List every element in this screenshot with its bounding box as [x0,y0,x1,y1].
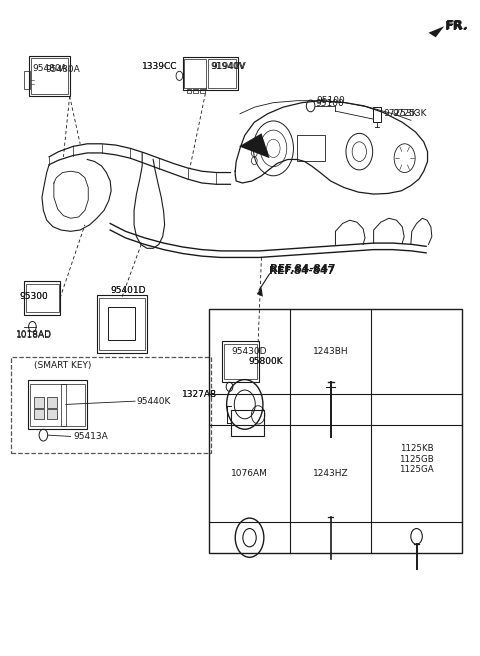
Text: 95800K: 95800K [249,358,283,367]
Bar [34,398,44,407]
Text: 1125KB
1125GB
1125GA: 1125KB 1125GB 1125GA [399,444,434,474]
Text: 95401D: 95401D [110,285,146,295]
Bar [200,89,204,93]
Text: REF.84-847: REF.84-847 [269,266,334,276]
Bar [24,71,30,89]
Text: 97253K: 97253K [393,110,427,118]
Text: 1339CC: 1339CC [142,62,177,72]
Text: 95100: 95100 [315,100,344,108]
Bar [28,380,87,429]
Text: 95480A: 95480A [45,66,80,75]
Bar [372,106,381,122]
Bar [231,409,264,436]
Text: FR.: FR. [446,19,469,32]
Bar [97,295,147,353]
Text: 1327AB: 1327AB [182,390,217,399]
Text: 1243HZ: 1243HZ [313,469,348,478]
Bar [61,384,66,426]
Bar [26,283,59,312]
Text: 91940V: 91940V [210,62,245,72]
Bar [187,89,192,93]
Bar [209,309,462,554]
Bar [184,59,205,88]
Text: (SMART KEY): (SMART KEY) [34,361,91,371]
Text: 95300: 95300 [20,292,48,301]
Bar [11,357,211,453]
Bar [193,89,198,93]
Text: 95430D: 95430D [232,347,267,356]
Polygon shape [257,287,263,297]
Bar [47,409,57,419]
Polygon shape [429,26,444,37]
Text: FR.: FR. [445,20,468,33]
Text: 95300: 95300 [20,292,48,301]
Bar [108,307,135,340]
Bar [24,281,60,315]
Text: 95440K: 95440K [136,397,170,405]
Bar [47,398,57,407]
Text: 95413A: 95413A [73,432,108,441]
Text: 1018AD: 1018AD [16,331,52,340]
Bar [222,341,259,382]
Bar [29,56,70,96]
Bar [34,409,44,419]
Bar [31,58,68,94]
Bar [183,57,238,90]
Text: 95480A: 95480A [33,64,68,73]
Text: 1339CC: 1339CC [142,62,177,72]
Text: 1327AB: 1327AB [182,390,217,399]
Text: REF.84-847: REF.84-847 [270,264,335,274]
Bar [207,59,236,88]
Bar [224,344,257,379]
Text: 1076AM: 1076AM [231,469,268,478]
Text: 95100: 95100 [316,96,345,105]
Text: 97253K: 97253K [383,110,418,118]
Bar [99,298,145,350]
Text: 1018AD: 1018AD [16,330,52,339]
Bar [30,384,85,426]
Bar [297,135,325,161]
Text: 91940V: 91940V [211,62,246,72]
Text: 95401D: 95401D [110,285,146,295]
Text: 1243BH: 1243BH [313,347,348,356]
Text: 95800K: 95800K [249,358,283,367]
Polygon shape [239,133,270,158]
